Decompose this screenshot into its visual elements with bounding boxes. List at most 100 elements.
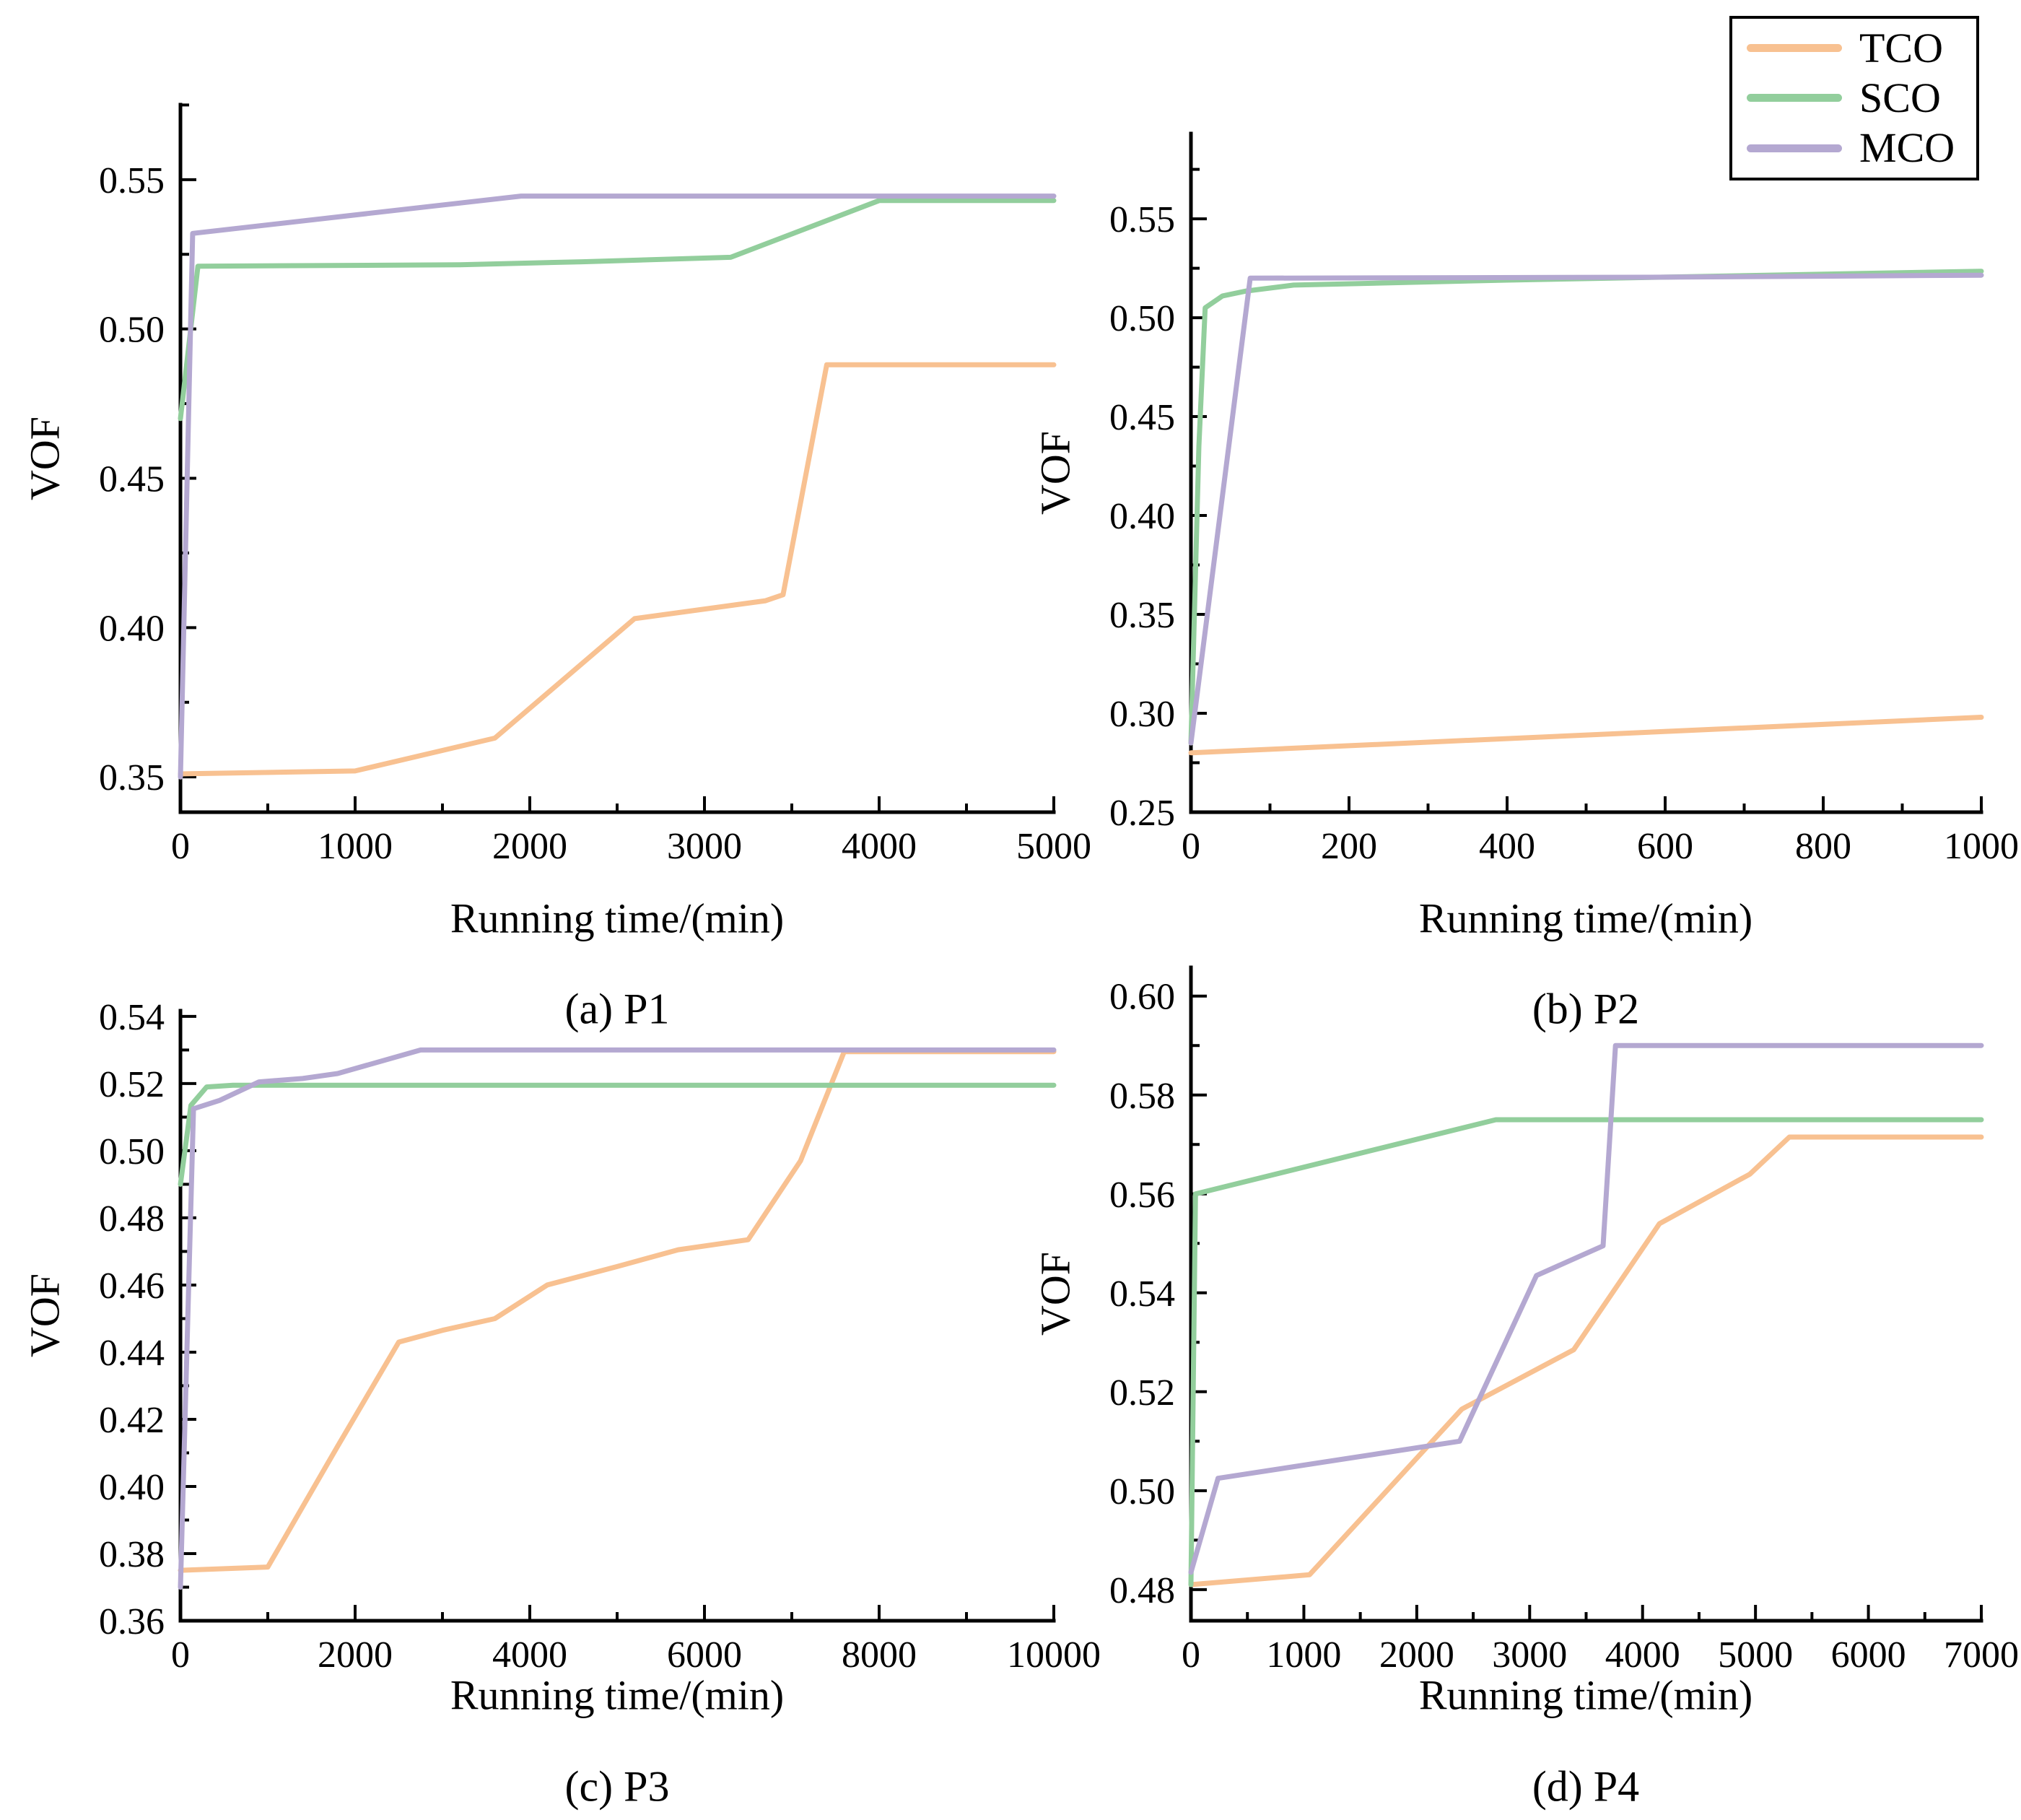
series-tco-line-P1 bbox=[178, 362, 1057, 777]
y-tick-label: 0.52 bbox=[1109, 1372, 1175, 1414]
x-tick-label: 5000 bbox=[1718, 1634, 1793, 1676]
chart-p3-ylabel: VOF bbox=[21, 1273, 69, 1358]
y-tick-label: 0.35 bbox=[1109, 595, 1175, 636]
legend-item-tco: TCO bbox=[1747, 27, 1976, 69]
y-tick-label: 0.52 bbox=[99, 1064, 165, 1105]
series-mco-line-P2 bbox=[1188, 272, 1984, 746]
ticks-P1 bbox=[179, 103, 1055, 812]
axes-P4 bbox=[1189, 965, 1983, 1623]
tick-labels-P3: 0 2000 4000 6000 8000 10000 0.36 0.38 0.40 0.42 0.… bbox=[99, 997, 1101, 1676]
y-tick-label: 0.42 bbox=[99, 1400, 165, 1441]
y-tick-label: 0.50 bbox=[99, 310, 165, 351]
x-tick-label: 4000 bbox=[492, 1634, 567, 1676]
tick-labels-P2: 0 200 400 600 800 1000 0.25 0.30 0.35 0.40 0.45 0.5… bbox=[1109, 199, 2019, 867]
x-tick-label: 2000 bbox=[318, 1634, 393, 1676]
x-tick-label: 2000 bbox=[492, 826, 567, 867]
x-tick-label: 0 bbox=[1182, 826, 1200, 867]
series-sco-line-P4 bbox=[1188, 1117, 1984, 1588]
y-tick-label: 0.50 bbox=[1109, 298, 1175, 339]
y-tick-label: 0.38 bbox=[99, 1534, 165, 1575]
tco-line-sample-icon bbox=[1747, 44, 1842, 53]
y-tick-label: 0.40 bbox=[99, 1467, 165, 1508]
ticks-P3 bbox=[179, 1014, 1055, 1622]
x-tick-label: 7000 bbox=[1944, 1634, 2019, 1676]
legend: TCO SCO MCO bbox=[1729, 16, 1979, 180]
y-tick-label: 0.25 bbox=[1109, 793, 1175, 834]
chart-p2-caption: (b) P2 bbox=[1532, 985, 1640, 1033]
x-tick-label: 0 bbox=[1182, 1634, 1200, 1676]
chart-p4-xlabel: Running time/(min) bbox=[1418, 1671, 1753, 1719]
legend-label-sco: SCO bbox=[1859, 74, 1941, 121]
chart-p3-caption: (c) P3 bbox=[564, 1762, 670, 1811]
x-tick-label: 400 bbox=[1479, 826, 1535, 867]
x-tick-label: 1000 bbox=[1944, 826, 2019, 867]
legend-item-mco: MCO bbox=[1747, 127, 1976, 169]
chart-p2-ylabel: VOF bbox=[1031, 430, 1079, 515]
series-sco-line-P2 bbox=[1188, 269, 1984, 746]
series-sco-line-P3 bbox=[178, 1082, 1057, 1187]
axes-P2 bbox=[1189, 131, 1983, 814]
x-tick-label: 0 bbox=[171, 826, 190, 867]
series-tco-line-P4 bbox=[1188, 1134, 1984, 1588]
x-tick-label: 10000 bbox=[1007, 1634, 1101, 1676]
chart-p1-caption: (a) P1 bbox=[564, 985, 670, 1033]
series-mco-line-P1 bbox=[178, 193, 1057, 780]
x-tick-label: 3000 bbox=[1492, 1634, 1567, 1676]
y-tick-label: 0.30 bbox=[1109, 694, 1175, 735]
series-tco-line-P3 bbox=[178, 1049, 1057, 1573]
series-mco-line-P4 bbox=[1188, 1042, 1984, 1575]
x-tick-label: 600 bbox=[1637, 826, 1693, 867]
series-sco-line-P1 bbox=[178, 198, 1057, 422]
y-tick-label: 0.58 bbox=[1109, 1076, 1175, 1117]
y-tick-label: 0.56 bbox=[1109, 1175, 1175, 1216]
tick-labels-P4: 0 1000 2000 3000 4000 5000 6000 7000 0.48 0.50 0.5… bbox=[1109, 977, 2019, 1676]
series-mco-line-P3 bbox=[178, 1047, 1057, 1590]
y-tick-label: 0.54 bbox=[99, 997, 165, 1038]
axes-P3 bbox=[178, 1009, 1056, 1623]
tick-labels-P1: 0 1000 2000 3000 4000 5000 0.35 0.40 0.45 0.50 0.5… bbox=[99, 160, 1091, 867]
sco-line-sample-icon bbox=[1747, 94, 1842, 103]
chart-p4-caption: (d) P4 bbox=[1532, 1762, 1640, 1811]
legend-item-sco: SCO bbox=[1747, 77, 1976, 119]
y-tick-label: 0.55 bbox=[1109, 199, 1175, 240]
x-tick-label: 1000 bbox=[318, 826, 393, 867]
legend-label-tco: TCO bbox=[1859, 24, 1943, 71]
series-tco-line-P2 bbox=[1188, 715, 1984, 756]
x-tick-label: 4000 bbox=[842, 826, 917, 867]
x-tick-label: 1000 bbox=[1266, 1634, 1341, 1676]
x-tick-label: 4000 bbox=[1605, 1634, 1680, 1676]
chart-p1-ylabel: VOF bbox=[21, 416, 69, 501]
y-tick-label: 0.44 bbox=[99, 1333, 165, 1374]
y-tick-label: 0.48 bbox=[1109, 1570, 1175, 1611]
y-tick-label: 0.35 bbox=[99, 757, 165, 798]
axes-P1 bbox=[178, 103, 1056, 814]
y-tick-label: 0.50 bbox=[99, 1131, 165, 1172]
x-tick-label: 0 bbox=[171, 1634, 190, 1676]
y-tick-label: 0.55 bbox=[99, 160, 165, 201]
y-tick-label: 0.60 bbox=[1109, 977, 1175, 1018]
x-tick-label: 3000 bbox=[667, 826, 742, 867]
y-tick-label: 0.45 bbox=[99, 459, 165, 500]
y-tick-label: 0.48 bbox=[99, 1198, 165, 1240]
chart-p2-xlabel: Running time/(min) bbox=[1418, 894, 1753, 942]
y-tick-label: 0.54 bbox=[1109, 1273, 1175, 1315]
mco-line-sample-icon bbox=[1747, 144, 1842, 152]
ticks-P2 bbox=[1190, 167, 1983, 814]
y-tick-label: 0.46 bbox=[99, 1266, 165, 1307]
x-tick-label: 800 bbox=[1795, 826, 1851, 867]
x-tick-label: 200 bbox=[1321, 826, 1377, 867]
chart-p4-ylabel: VOF bbox=[1031, 1251, 1079, 1336]
legend-label-mco: MCO bbox=[1859, 124, 1955, 172]
chart-p1-xlabel: Running time/(min) bbox=[450, 894, 785, 942]
ticks-P4 bbox=[1190, 994, 1983, 1621]
chart-p3-xlabel: Running time/(min) bbox=[450, 1671, 785, 1719]
y-tick-label: 0.40 bbox=[99, 608, 165, 649]
x-tick-label: 5000 bbox=[1016, 826, 1091, 867]
y-tick-label: 0.36 bbox=[99, 1601, 165, 1642]
x-tick-label: 6000 bbox=[1831, 1634, 1906, 1676]
y-tick-label: 0.50 bbox=[1109, 1471, 1175, 1512]
x-tick-label: 8000 bbox=[842, 1634, 917, 1676]
y-tick-label: 0.40 bbox=[1109, 496, 1175, 537]
x-tick-label: 6000 bbox=[667, 1634, 742, 1676]
